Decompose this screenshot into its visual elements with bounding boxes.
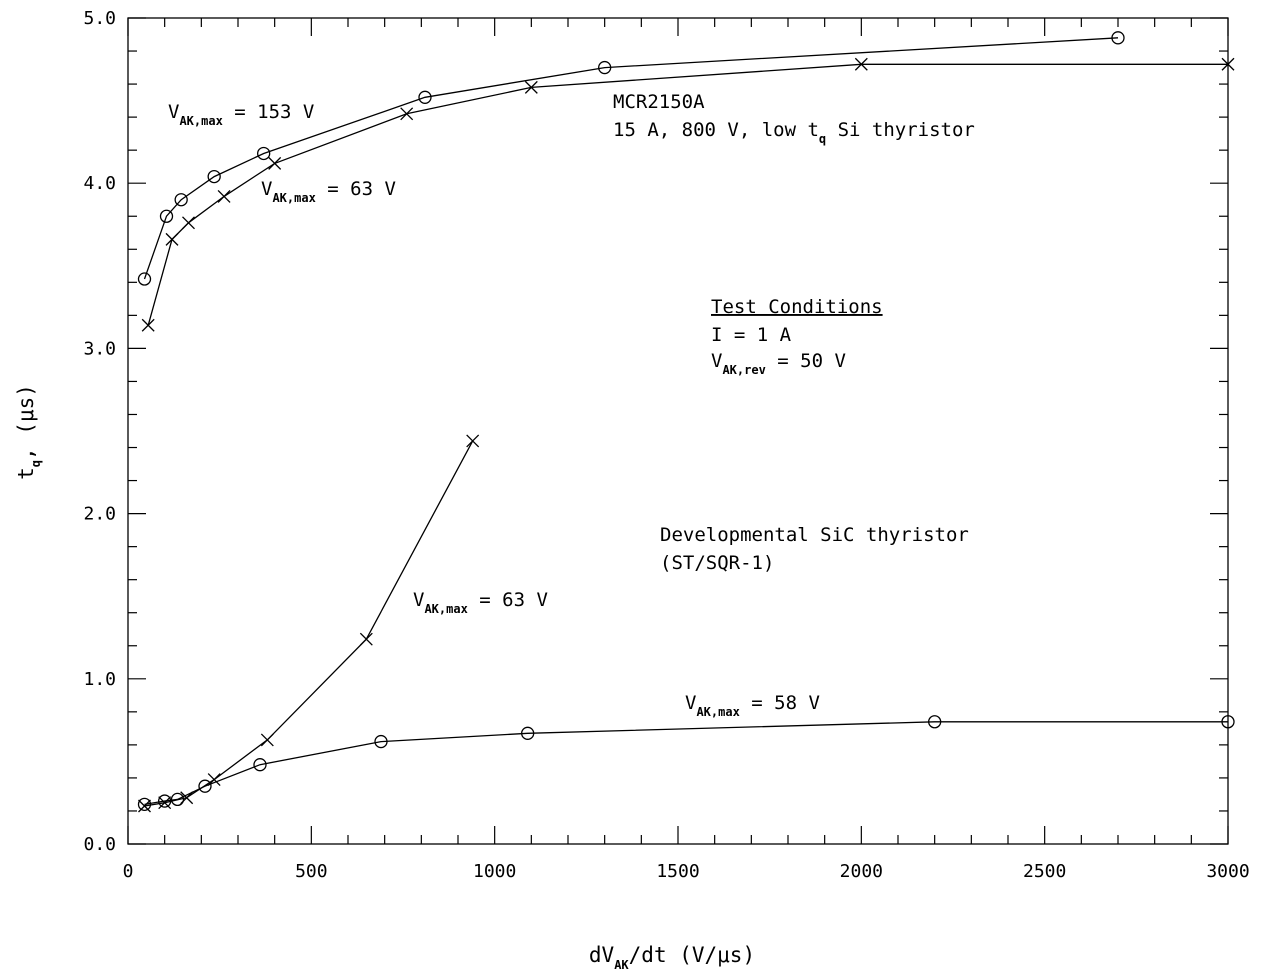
y-tick-label: 2.0 (83, 504, 116, 525)
x-marker (217, 189, 231, 203)
sic-device-name: Developmental SiC thyristor (660, 524, 969, 546)
label-63v-top: VAK,max = 63 V (261, 178, 396, 205)
y-tick-label: 0.0 (83, 834, 116, 855)
x-marker (400, 107, 414, 121)
x-tick-label: 1000 (473, 861, 516, 882)
test-reverse-voltage: VAK,rev = 50 V (711, 350, 846, 377)
mcr-device-name: MCR2150A (613, 91, 705, 113)
circle-marker (170, 792, 185, 807)
label-153v: VAK,max = 153 V (168, 101, 314, 128)
x-marker (854, 57, 868, 71)
circle-marker (521, 726, 535, 740)
x-tick-label: 1500 (656, 861, 699, 882)
x-tick-label: 2000 (840, 861, 883, 882)
x-marker (466, 434, 480, 448)
circle-marker (137, 797, 152, 812)
y-tick-label: 3.0 (83, 338, 116, 359)
x-tick-label: 3000 (1206, 861, 1249, 882)
label-58v: VAK,max = 58 V (685, 692, 820, 719)
y-tick-label: 4.0 (83, 173, 116, 194)
series-line-3 (144, 440, 474, 807)
test-current: I = 1 A (711, 324, 792, 346)
x-marker (268, 156, 282, 170)
sic-device-id: (ST/SQR-1) (660, 552, 774, 574)
circle-marker (159, 209, 174, 223)
x-tick-label: 0 (123, 861, 134, 882)
x-axis-title: dVAK/dt (V/μs) (589, 943, 755, 972)
circle-marker (257, 146, 271, 161)
data-markers (137, 31, 1235, 813)
circle-marker (174, 193, 188, 207)
label-63v-bottom: VAK,max = 63 V (413, 589, 548, 616)
circle-marker (598, 60, 612, 75)
circle-marker (198, 779, 212, 793)
y-tick-label: 1.0 (83, 669, 116, 690)
circle-marker (158, 794, 172, 808)
x-marker (359, 632, 373, 646)
x-marker (260, 733, 274, 747)
x-marker (138, 799, 151, 813)
y-axis-title: tq, (μs) (14, 384, 43, 480)
x-marker (165, 232, 179, 246)
x-tick-label: 500 (295, 861, 328, 882)
circle-marker (1221, 715, 1235, 729)
x-marker (158, 796, 172, 810)
series-line-1 (143, 37, 1119, 280)
x-tick-label: 2500 (1023, 861, 1066, 882)
circle-marker (928, 715, 942, 729)
x-marker (182, 216, 195, 230)
y-tick-label: 5.0 (83, 8, 116, 29)
plot-frame (127, 17, 1229, 845)
x-marker (1221, 57, 1235, 71)
axis-ticks (127, 17, 1229, 845)
x-marker (141, 318, 155, 332)
circle-marker (1111, 31, 1125, 45)
circle-marker (418, 90, 432, 104)
circle-marker (137, 272, 152, 286)
circle-marker (253, 758, 267, 772)
series-lines (143, 37, 1228, 807)
circle-marker (207, 169, 221, 184)
x-marker (524, 80, 538, 94)
annotations: VAK,max = 153 V VAK,max = 63 V MCR2150A … (168, 91, 975, 719)
mcr-device-desc: 15 A, 800 V, low tq Si thyristor (613, 119, 975, 146)
circle-marker (374, 734, 388, 749)
series-line-4 (144, 721, 1228, 806)
test-conditions-title: Test Conditions (711, 296, 883, 318)
tick-labels: 0 500 1000 1500 2000 2500 3000 0.0 1.0 2.0 3.0 4.0 5… (83, 8, 1249, 882)
